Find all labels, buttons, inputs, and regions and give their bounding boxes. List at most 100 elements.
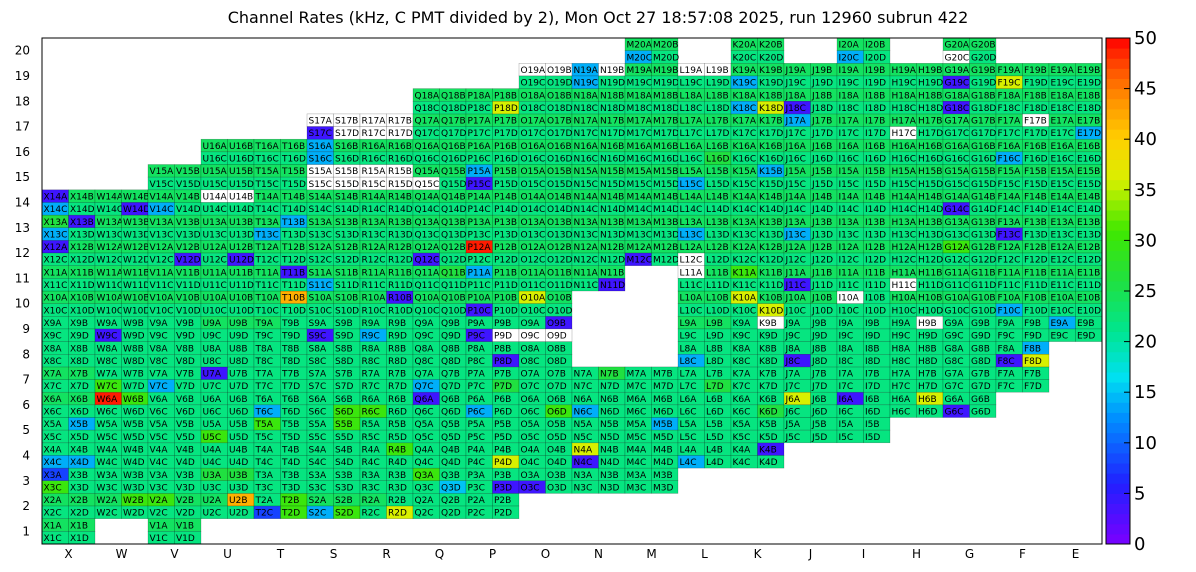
cell-Q9D-label: Q9D: [441, 332, 461, 342]
cell-J6B-label: J6B: [811, 395, 827, 405]
cell-S16D-label: S16D: [335, 155, 359, 165]
cell-I12B-label: I12B: [865, 243, 885, 253]
cell-U15A-label: U15A: [203, 167, 228, 177]
cell-P17D-label: P17D: [494, 129, 518, 139]
cell-I10A-label: I10A: [839, 294, 860, 304]
cell-J12C-label: J12C: [785, 256, 806, 266]
cell-G19A-label: G19A: [945, 66, 970, 76]
cell-Q14A-label: Q14A: [415, 192, 441, 202]
cell-S8C-label: S8C: [309, 357, 327, 367]
cell-H14B-label: H14B: [918, 192, 942, 202]
cell-S9B-label: S9B: [335, 319, 353, 329]
cell-S14C-label: S14C: [309, 205, 332, 215]
cell-G9D-label: G9D: [971, 332, 991, 342]
cell-T8B-label: T8B: [281, 344, 299, 354]
cell-R16C-label: R16C: [362, 155, 386, 165]
cell-R7C-label: R7C: [362, 382, 380, 392]
cell-P2B-label: P2B: [494, 496, 511, 506]
cell-U11D-label: U11D: [229, 281, 254, 291]
cell-E9D-label: E9D: [1077, 332, 1095, 342]
cell-S8A-label: S8A: [309, 344, 327, 354]
cell-K11A-label: K11A: [733, 268, 757, 278]
cell-T3B-label: T3B: [281, 471, 299, 481]
cell-O13B-label: O13B: [547, 218, 572, 228]
cell-S6A-label: S6A: [309, 395, 327, 405]
cell-U9D-label: U9D: [229, 332, 248, 342]
cell-O17B-label: O17B: [547, 117, 572, 127]
cell-S4A-label: S4A: [309, 445, 327, 455]
cell-L6A-label: L6A: [680, 395, 698, 405]
cell-F19A-label: F19A: [998, 66, 1022, 76]
cell-X1D-label: X1D: [70, 534, 89, 544]
cell-I10D-label: I10D: [865, 306, 886, 316]
cell-Q10D-label: Q10D: [441, 306, 467, 316]
cell-G20A-label: G20A: [945, 41, 970, 51]
cell-H19C-label: H19C: [892, 79, 917, 89]
cell-M19D-label: M19D: [653, 79, 679, 89]
cell-U14D-label: U14D: [229, 205, 254, 215]
cell-E12D-label: E12D: [1077, 256, 1101, 266]
cell-T3A-label: T3A: [255, 471, 274, 481]
cell-M12B-label: M12B: [653, 243, 678, 253]
cell-O11A-label: O11A: [521, 268, 547, 278]
cell-S7D-label: S7D: [335, 382, 353, 392]
cell-M7D-label: M7D: [653, 382, 673, 392]
cell-M4C-label: M4C: [627, 458, 647, 468]
cell-X13C-label: X13C: [44, 230, 68, 240]
cell-R6B-label: R6B: [388, 395, 406, 405]
cell-U7C-label: U7C: [203, 382, 222, 392]
cell-I18B-label: I18B: [865, 91, 885, 101]
cell-Q13C-label: Q13C: [415, 230, 440, 240]
cell-L8C-label: L8C: [680, 357, 697, 367]
cell-X5C-label: X5C: [44, 433, 62, 443]
cell-X5D-label: X5D: [70, 433, 89, 443]
cell-R17B-label: R17B: [388, 117, 412, 127]
cell-F8D-label: F8D: [1024, 357, 1042, 367]
colorbar-label-20: 20: [1134, 332, 1157, 353]
cell-P11A-label: P11A: [468, 268, 492, 278]
cell-O12A-label: O12A: [521, 243, 547, 253]
cell-R4C-label: R4C: [362, 458, 380, 468]
cell-Q15B-label: Q15B: [441, 167, 466, 177]
cell-O8A-label: O8A: [521, 344, 541, 354]
cell-S7A-label: S7A: [309, 370, 327, 380]
cell-O4C-label: O4C: [521, 458, 540, 468]
cell-P10D-label: P10D: [494, 306, 518, 316]
cell-P13B-label: P13B: [494, 218, 517, 228]
cell-T15A-label: T15A: [255, 167, 280, 177]
x-tick-T: T: [276, 547, 285, 561]
colorbar-band-28: [1106, 250, 1130, 262]
cell-L6B-label: L6B: [706, 395, 723, 405]
cell-I14B-label: I14B: [865, 192, 885, 202]
cell-X7B-label: X7B: [70, 370, 88, 380]
cell-E18B-label: E18B: [1077, 91, 1100, 101]
cell-Q18D-label: Q18D: [441, 104, 467, 114]
cell-X12D-label: X12D: [70, 256, 95, 266]
cell-V8D-label: V8D: [176, 357, 195, 367]
cell-F15C-label: F15C: [998, 180, 1021, 190]
cell-G10D-label: G10D: [971, 306, 996, 316]
cell-U2C-label: U2C: [203, 509, 222, 519]
cell-F17A-label: F17A: [998, 117, 1022, 127]
cell-K19C-label: K19C: [733, 79, 757, 89]
cell-J11C-label: J11C: [785, 281, 806, 291]
cell-U6D-label: U6D: [229, 408, 248, 418]
